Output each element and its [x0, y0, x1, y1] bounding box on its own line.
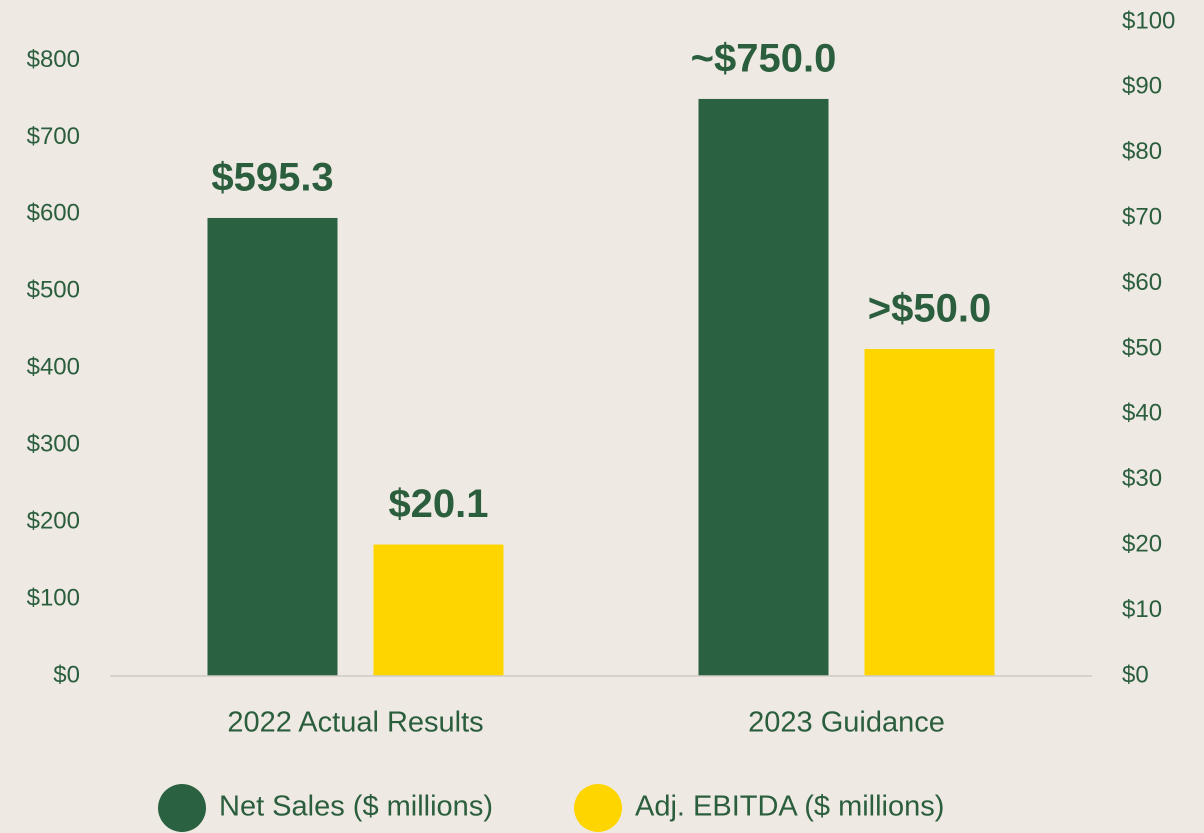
legend-swatch: [574, 784, 622, 832]
legend-label: Net Sales ($ millions): [219, 791, 493, 823]
y2-tick-label: $40: [1122, 400, 1162, 427]
bar: [373, 544, 504, 676]
value-label: $20.1: [388, 482, 488, 526]
x-tick-label: 2023 Guidance: [748, 707, 945, 739]
value-label: ~$750.0: [691, 37, 837, 81]
x-tick-label: 2022 Actual Results: [227, 707, 483, 739]
y2-tick-label: $0: [1122, 661, 1149, 688]
bar: [864, 349, 995, 676]
y-tick-label: $500: [27, 277, 80, 304]
y2-tick-label: $90: [1122, 73, 1162, 100]
y2-tick-label: $30: [1122, 465, 1162, 492]
y2-tick-label: $20: [1122, 531, 1162, 558]
y-tick-label: $400: [27, 354, 80, 381]
y-tick-label: $700: [27, 123, 80, 150]
y-tick-label: $300: [27, 431, 80, 458]
y2-tick-label: $10: [1122, 596, 1162, 623]
y2-tick-label: $60: [1122, 269, 1162, 296]
legend-label: Adj. EBITDA ($ millions): [635, 791, 944, 823]
value-label: >$50.0: [868, 287, 991, 331]
y-tick-label: $200: [27, 507, 80, 534]
bar: [698, 98, 829, 677]
y-tick-label: $600: [27, 200, 80, 227]
bar: [207, 217, 338, 676]
value-label: $595.3: [211, 156, 333, 200]
y2-tick-label: $100: [1122, 7, 1175, 34]
legend-swatch: [158, 784, 206, 832]
y-tick-label: $100: [27, 584, 80, 611]
y2-tick-label: $70: [1122, 204, 1162, 231]
y-tick-label: $0: [53, 661, 80, 688]
y-tick-label: $800: [27, 46, 80, 73]
y2-tick-label: $80: [1122, 138, 1162, 165]
y2-tick-label: $50: [1122, 334, 1162, 361]
